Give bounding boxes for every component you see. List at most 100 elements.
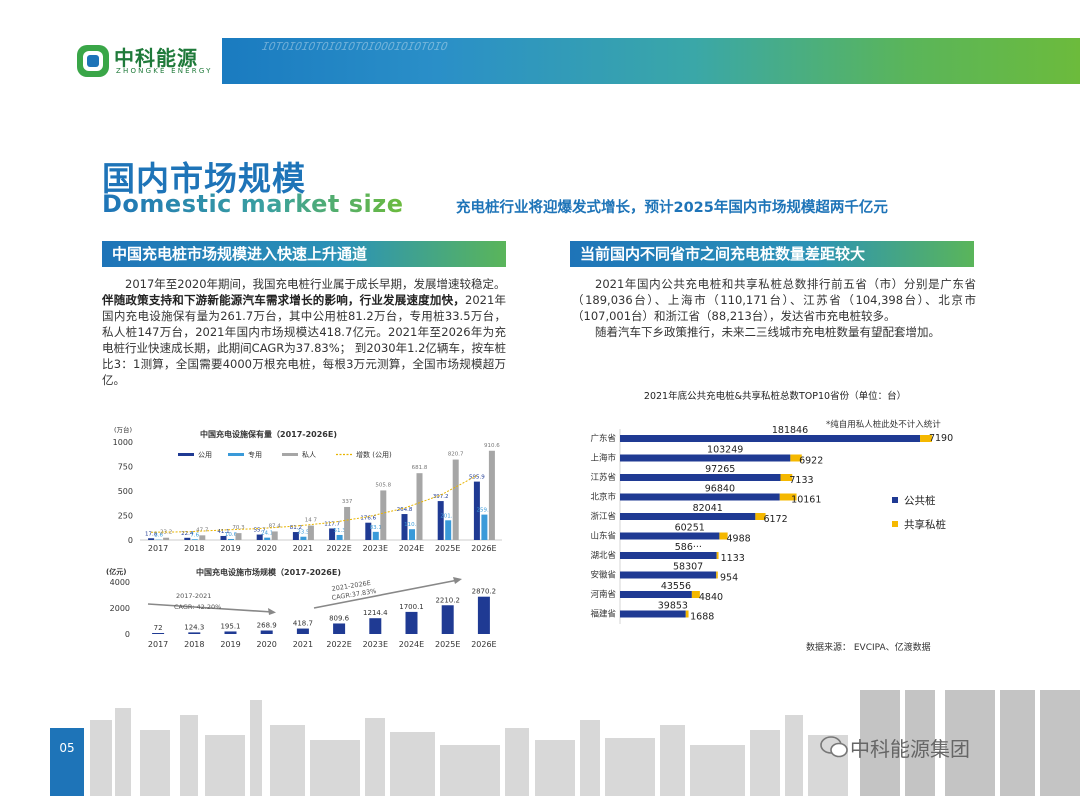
chart1-unit-label: (万台) [114,425,132,434]
chart3-category-label: 广东省 [590,433,616,444]
chart1-data-label: 264.8 [397,507,413,513]
chart1-bar [416,473,423,540]
logo-icon [77,45,109,77]
chart1-data-label: 70.3 [232,525,245,531]
chart2-data-label: 72 [154,624,163,632]
chart2-annotation-1b: CAGR: 42.20% [174,603,221,611]
chart3-category-label: 福建省 [590,609,616,620]
chart1-trend-line [151,475,478,533]
chart1-data-label: 201.1 [440,513,456,519]
chart1-legend-swatch [282,453,298,456]
chart3-label-shared: 6172 [763,514,787,525]
chart3-bar-public [620,454,791,462]
charging-facility-stock-chart: (万台) 中国充电设施保有量（2017-2026E) 0 250 500 750 1000 公… [113,425,502,553]
page-subtitle: 充电桩行业将迎爆发式增长，预计2025年国内市场规模超两千亿元 [456,200,888,216]
chart1-data-label: 23.2 [160,530,172,536]
chart2-title: 中国充电设施市场规模（2017-2026E) [196,567,341,577]
chart1-bar [264,537,271,540]
chart3-bar-public [620,435,921,442]
chart1-data-label: 910.6 [484,443,500,449]
chart3-category-label: 山东省 [590,531,616,542]
chart1-xtick: 2019 [220,544,240,553]
wechat-account-name: 中科能源集团 [850,737,970,761]
chart1-data-label: 41.1 [217,529,229,535]
chart3-category-label: 河南省 [590,589,616,600]
chart1-title: 中国充电设施保有量（2017-2026E) [200,429,337,439]
left-section-title: 中国充电桩市场规模进入快速上升通道 [102,241,506,267]
chart2-unit-label: (亿元) [106,567,126,576]
chart3-legend-swatch [892,521,898,527]
chart1-bar [452,459,459,540]
chart1-xtick: 2022E [326,544,351,553]
chart1-bar [344,506,351,540]
header-banner: IOTOIOIOTOIOIOTOIOOOIOIOTOIO [222,38,1080,84]
chart3-category-label: 江苏省 [590,472,616,483]
chart2-data-label: 1700.1 [399,603,424,611]
chart1-data-label: 55.7 [254,528,267,534]
chart1-data-label: 17.8 [145,531,158,537]
chart2-ytick: 2000 [110,604,130,613]
right-paragraph: 2021年国内公共充电桩和共享私桩总数排行前五省（市）分别是广东省（189,03… [572,276,976,340]
chart1-bar [380,490,387,540]
chart1-xtick: 2018 [184,544,204,553]
chart3-bar-shared [779,493,797,501]
chart3-label-public: 60251 [675,523,705,534]
chart1-ytick: 1000 [113,438,133,447]
chart1-bar [372,531,379,540]
chart2-data-label: 195.1 [220,622,240,630]
chart2-data-label: 1214.4 [363,609,388,617]
page-title-cn: 国内市场规模 [102,159,306,198]
chart2-xtick: 2024E [399,640,424,649]
chart2-xtick: 2026E [471,640,496,649]
chart2-arrow-1 [147,603,273,613]
chart1-data-label: 10.6 [225,532,238,538]
chart3-label-public: 103249 [707,445,743,456]
chart3-bar-public [620,610,686,618]
chart2-arrow-2 [313,579,459,609]
chart3-label-public: 39853 [658,601,688,612]
chart3-category-label: 浙江省 [590,511,616,522]
chart3-bar-shared [685,610,689,618]
chart3-category-label: 安徽省 [590,570,616,581]
market-size-chart: (亿元) 中国充电设施市场规模（2017-2026E) 0 2000 4000 72 201… [106,567,497,649]
chart2-xtick: 2019 [220,640,240,649]
chart3-bar-shared [719,532,728,540]
chart1-data-label: 820.7 [448,452,464,458]
chart1-bar [473,481,480,540]
chart1-bar [184,537,191,540]
chart1-data-label: 117.7 [324,521,340,527]
chart3-label-public: 43556 [661,581,691,592]
chart1-ytick: 250 [118,512,133,521]
chart3-bar-shared [755,513,766,520]
chart1-bar [307,525,314,540]
chart1-xtick: 2024E [399,544,424,553]
chart1-data-label: 397.2 [433,494,449,500]
chart1-data-label: 14 7 [305,518,318,524]
chart1-bar [329,528,336,540]
chart1-ytick: 750 [118,463,133,472]
chart2-data-label: 2210.2 [435,596,460,604]
chart3-label-shared: 10161 [791,495,821,506]
chart2-data-label: 418.7 [293,620,313,628]
chart3-legend-swatch [892,497,898,503]
chart-source: 数据来源： EVCIPA、亿渡数据 [806,643,931,653]
chart2-xtick: 2021 [293,640,313,649]
chart1-bar [365,522,372,540]
chart2-arrow-1-head [268,608,276,615]
chart3-note: *纯自用私人桩此处不计入统计 [826,419,941,430]
chart1-data-label: 595.9 [469,475,485,481]
chart1-bar [488,450,495,540]
chart1-data-label: 81.2 [290,525,302,531]
chart3-label-public: 82041 [693,503,723,514]
chart1-data-label: 505.8 [375,482,391,488]
chart3-legend-label: 公共桩 [904,494,936,507]
left-para-2-bold: 伴随政策支持和下游新能源汽车需求增长的影响，行业发展速度加快， [102,293,466,307]
chart1-bar [401,514,408,540]
chart3-category-label: 湖北省 [590,550,616,561]
chart1-data-label: 87.4 [269,523,282,529]
chart1-data-label: 337 [342,499,353,505]
chart3-bar-shared [920,435,932,442]
chart1-ytick: 500 [118,487,133,496]
chart3-legend-label: 共享私桩 [904,518,946,531]
chart1-xtick: 2026E [471,544,496,553]
